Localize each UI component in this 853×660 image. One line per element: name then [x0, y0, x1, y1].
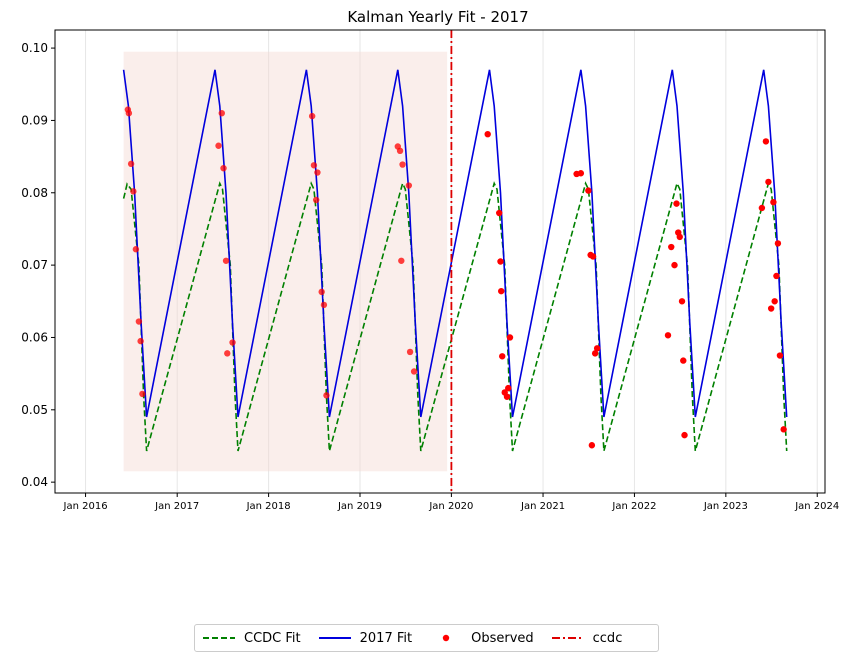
y-tick-label: 0.10 — [21, 41, 48, 55]
observed-point — [220, 164, 227, 172]
observed-point — [497, 258, 504, 265]
observed-point — [406, 348, 414, 356]
legend-item-ccdc: ccdc — [551, 630, 623, 646]
y-tick-label: 0.06 — [21, 330, 48, 344]
observed-point — [125, 109, 133, 117]
observed-point — [770, 198, 777, 206]
legend-item-2017-fit: 2017 Fit — [318, 630, 413, 646]
observed-point — [127, 160, 135, 168]
observed-point — [762, 138, 770, 145]
x-tick-label: Jan 2021 — [520, 501, 565, 512]
legend-item-observed: Observed — [430, 631, 534, 646]
legend-dashdot-line-icon — [551, 637, 584, 639]
x-tick-label: Jan 2024 — [794, 501, 839, 512]
legend-label: ccdc — [592, 630, 623, 646]
observed-point — [680, 357, 687, 364]
observed-point — [496, 209, 503, 217]
observed-point — [767, 305, 775, 312]
observed-point — [499, 353, 506, 360]
legend-label: CCDC Fit — [244, 630, 301, 646]
observed-point — [320, 301, 328, 309]
observed-point — [589, 253, 597, 260]
observed-point — [130, 188, 137, 195]
legend: CCDC Fit 2017 Fit Observed ccdc — [194, 624, 659, 652]
observed-point — [774, 240, 782, 247]
observed-point — [405, 182, 413, 189]
observed-point — [758, 204, 766, 212]
observed-point — [773, 272, 780, 280]
x-axis: Jan 2016 Jan 2017 Jan 2018 Jan 2019 Jan 2020… — [63, 493, 839, 512]
observed-point — [132, 246, 140, 253]
ccdc-fit-line — [122, 181, 788, 452]
y-tick-label: 0.08 — [21, 186, 48, 200]
fit-2017-line — [122, 69, 788, 418]
observed-point — [312, 196, 320, 204]
y-tick-label: 0.09 — [21, 113, 48, 127]
observed-point — [664, 332, 672, 339]
legend-solid-line-icon — [318, 637, 351, 639]
observed-point — [308, 112, 316, 120]
observed-point — [399, 161, 406, 168]
y-tick-label: 0.05 — [21, 403, 48, 417]
series-layer — [122, 69, 788, 452]
observed-point — [410, 368, 418, 375]
observed-point — [135, 318, 143, 325]
observed-point — [503, 393, 511, 400]
observed-point — [780, 426, 787, 433]
legend-label: 2017 Fit — [359, 630, 413, 646]
observed-point — [577, 170, 585, 177]
x-tick-label: Jan 2018 — [246, 501, 291, 512]
x-tick-label: Jan 2017 — [154, 501, 199, 512]
observed-point — [498, 287, 505, 295]
observed-point — [776, 352, 784, 359]
y-axis: 0.04 0.05 0.06 0.07 0.08 0.09 0.10 — [21, 41, 55, 489]
x-tick-label: Jan 2020 — [428, 501, 473, 512]
chart-title: Kalman Yearly Fit - 2017 — [347, 8, 528, 26]
observed-point — [139, 390, 146, 398]
observed-point — [676, 233, 683, 241]
legend-label: Observed — [471, 630, 534, 646]
observed-point — [771, 298, 778, 305]
observed-point — [681, 431, 688, 439]
observed-point — [224, 350, 231, 357]
observed-point — [593, 345, 601, 352]
observed-point — [591, 350, 599, 357]
observed-point — [398, 257, 405, 264]
x-tick-label: Jan 2019 — [337, 501, 382, 512]
observed-point — [671, 261, 678, 269]
legend-dot-icon — [442, 634, 450, 642]
observed-point — [765, 178, 772, 186]
observed-point — [505, 384, 512, 392]
observed-point — [318, 288, 325, 296]
observed-point — [588, 442, 596, 449]
plot-frame — [54, 29, 826, 494]
observed-point — [678, 298, 686, 305]
legend-dashed-line-icon — [203, 637, 235, 639]
y-tick-label: 0.04 — [21, 475, 48, 489]
observed-point — [218, 109, 225, 117]
observed-point — [215, 142, 222, 149]
observed-point — [222, 257, 230, 264]
observed-point — [668, 243, 675, 251]
observed-point — [484, 130, 491, 138]
observed-points-layer — [124, 106, 787, 449]
observed-point — [137, 337, 144, 345]
x-tick-label: Jan 2023 — [703, 501, 748, 512]
legend-item-ccdc-fit: CCDC Fit — [203, 631, 301, 646]
observed-point — [229, 339, 236, 346]
observed-point — [323, 392, 330, 399]
observed-point — [314, 169, 321, 176]
observed-point — [310, 162, 318, 169]
observed-point — [396, 147, 404, 155]
x-tick-label: Jan 2022 — [611, 501, 656, 512]
x-tick-label: Jan 2016 — [63, 501, 108, 512]
y-tick-label: 0.07 — [21, 258, 48, 272]
observed-point — [506, 334, 514, 341]
observed-point — [673, 200, 680, 207]
observed-point — [585, 187, 592, 194]
